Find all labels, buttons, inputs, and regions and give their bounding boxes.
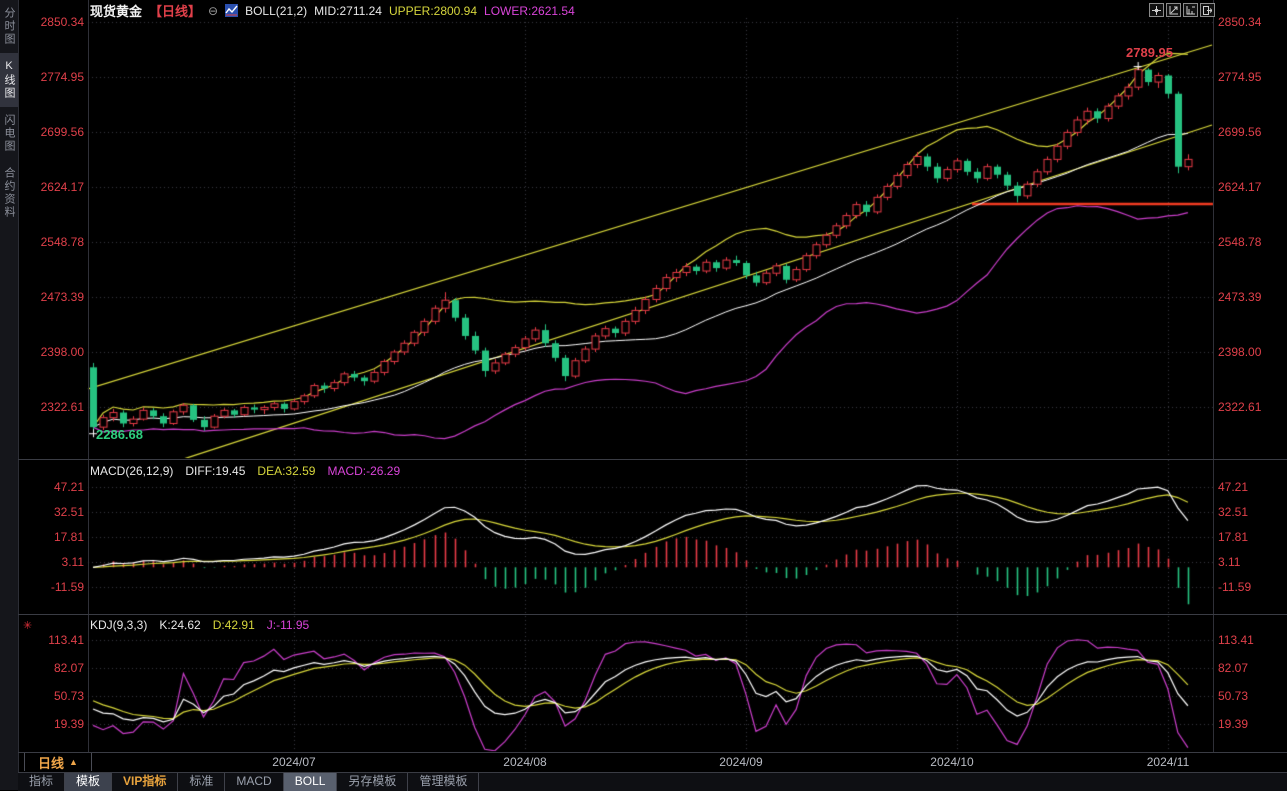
period-selector[interactable]: 日线 ▲ <box>24 753 92 771</box>
period-label: 【日线】 <box>149 4 202 19</box>
macd-legend: MACD(26,12,9) DIFF:19.45 DEA:32.59 MACD:… <box>90 464 400 478</box>
boll-indicator-name: BOLL(21,2) <box>245 3 308 18</box>
high-price-marker: 2789.95 <box>1126 45 1173 60</box>
time-tick: 2024/09 <box>719 755 763 769</box>
time-tick: 2024/11 <box>1146 755 1190 769</box>
crosshair-icon[interactable] <box>1149 3 1164 17</box>
pane-separator <box>18 614 1287 615</box>
kdj-axis-label: 113.41 <box>48 633 84 647</box>
tab-boll[interactable]: BOLL <box>283 773 338 791</box>
price-label: 2548.78 <box>1218 235 1262 249</box>
kdj-k-value: K:24.62 <box>159 618 201 632</box>
kdj-axis-label: 50.73 <box>53 689 84 703</box>
kdj-axis-label: 82.07 <box>1218 661 1249 675</box>
price-label: 2850.34 <box>40 15 84 29</box>
price-label: 2774.95 <box>1218 70 1262 84</box>
macd-axis-label: 47.21 <box>53 480 84 494</box>
collapse-legend-icon[interactable]: ⊖ <box>208 3 219 18</box>
kdj-axis-label: 19.39 <box>1218 717 1249 731</box>
price-label: 2322.61 <box>40 400 84 414</box>
macd-axis-label: 32.51 <box>53 505 84 519</box>
macd-axis-label: -11.59 <box>1218 580 1252 594</box>
price-label: 2774.95 <box>40 70 84 84</box>
price-label: 2398.00 <box>40 345 84 359</box>
boll-mid-value: MID:2711.24 <box>314 3 382 18</box>
kdj-d-value: D:42.91 <box>212 618 255 632</box>
symbol-name: 现货黄金 <box>90 4 143 19</box>
tab-save-template[interactable]: 另存模板 <box>337 773 409 791</box>
exit-fullscreen-icon[interactable] <box>1200 3 1215 17</box>
macd-dea-value: DEA:32.59 <box>257 464 316 478</box>
price-label: 2473.39 <box>1218 290 1262 304</box>
price-label: 2548.78 <box>40 235 84 249</box>
macd-axis-label: 3.11 <box>1218 555 1241 569</box>
indicator-tabbar: 指标 模板 VIP指标 标准 MACD BOLL 另存模板 管理模板 <box>18 772 1287 791</box>
chevron-up-icon: ▲ <box>69 757 78 767</box>
tab-vip-indicators[interactable]: VIP指标 <box>112 773 179 791</box>
price-label: 2322.61 <box>1218 400 1262 414</box>
indicator-chart-icon <box>225 4 239 17</box>
plot-left-border <box>88 0 89 752</box>
price-label: 2624.17 <box>40 180 84 194</box>
macd-axis-label: 3.11 <box>61 555 84 569</box>
tab-manage-template[interactable]: 管理模板 <box>408 773 480 791</box>
chart-header: 现货黄金 【日线】 ⊖ BOLL(21,2) MID:2711.24 UPPER… <box>90 2 575 20</box>
pane-separator <box>18 752 1287 753</box>
low-price-marker: 2286.68 <box>96 427 143 442</box>
price-label: 2699.56 <box>1218 125 1262 139</box>
time-tick: 2024/10 <box>930 755 974 769</box>
tab-templates[interactable]: 模板 <box>65 773 113 791</box>
chart-toolbar <box>1149 3 1215 17</box>
price-label: 2398.00 <box>1218 345 1262 359</box>
pane-separator <box>18 459 1287 460</box>
indicator-settings-icon[interactable]: ✳ <box>23 620 33 632</box>
macd-indicator-name: MACD(26,12,9) <box>90 464 174 478</box>
period-selector-label: 日线 <box>38 755 65 771</box>
macd-diff-value: DIFF:19.45 <box>185 464 246 478</box>
macd-axis-label: 17.81 <box>53 530 84 544</box>
kdj-axis-label: 19.39 <box>53 717 84 731</box>
boll-upper-value: UPPER:2800.94 <box>388 3 478 18</box>
axis-pan-icon[interactable] <box>1183 3 1198 17</box>
kdj-axis-label: 113.41 <box>1218 633 1254 647</box>
time-tick: 2024/08 <box>503 755 547 769</box>
tab-macd[interactable]: MACD <box>225 773 284 791</box>
time-tick: 2024/07 <box>272 755 316 769</box>
macd-value: MACD:-26.29 <box>327 464 401 478</box>
boll-lower-value: LOWER:2621.54 <box>484 3 575 18</box>
kdj-legend: KDJ(9,3,3) K:24.62 D:42.91 J:-11.95 <box>90 618 309 632</box>
kdj-indicator-name: KDJ(9,3,3) <box>90 618 148 632</box>
plot-right-border <box>1213 0 1214 752</box>
tab-indicators[interactable]: 指标 <box>18 773 66 791</box>
macd-axis-label: 17.81 <box>1218 530 1249 544</box>
price-label: 2624.17 <box>1218 180 1262 194</box>
kdj-axis-label: 50.73 <box>1218 689 1249 703</box>
price-label: 2850.34 <box>1218 15 1262 29</box>
kdj-axis-label: 82.07 <box>53 661 84 675</box>
macd-axis-label: 32.51 <box>1218 505 1249 519</box>
price-label: 2699.56 <box>40 125 84 139</box>
macd-axis-label: 47.21 <box>1218 480 1249 494</box>
kdj-j-value: J:-11.95 <box>266 618 310 632</box>
macd-axis-label: -11.59 <box>50 580 84 594</box>
tab-standard[interactable]: 标准 <box>178 773 226 791</box>
axis-zoom-icon[interactable] <box>1166 3 1181 17</box>
price-label: 2473.39 <box>40 290 84 304</box>
